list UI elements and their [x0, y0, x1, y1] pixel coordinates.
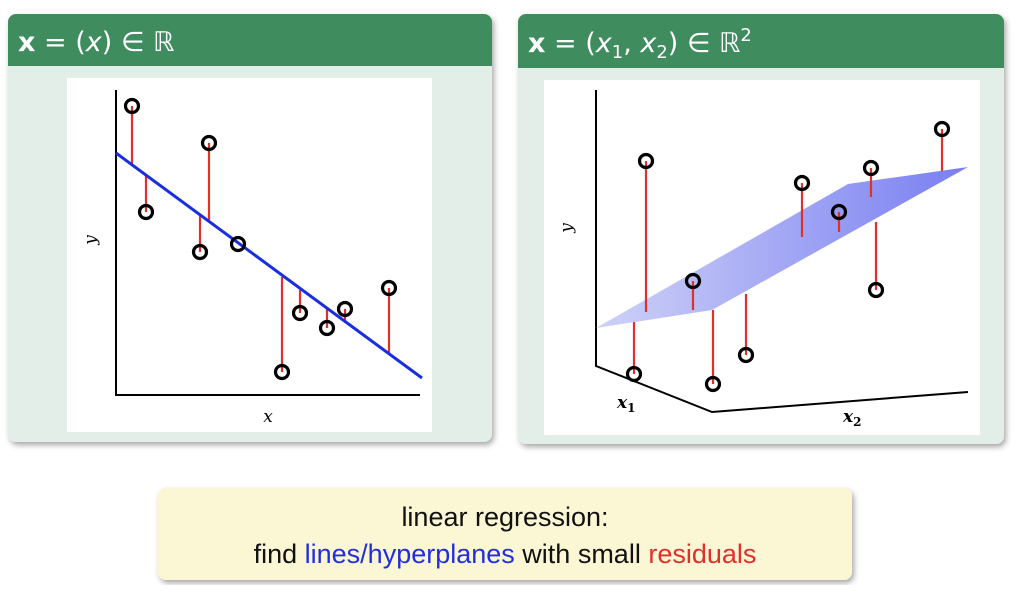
title-part: x	[528, 28, 545, 59]
axes	[115, 90, 420, 396]
caption-box	[158, 488, 852, 580]
point	[867, 281, 885, 299]
point	[336, 300, 354, 318]
title-part: 2	[656, 42, 667, 63]
label-part: x	[842, 407, 854, 427]
point	[123, 97, 141, 115]
right-panel: x = (x1, x2) ∈ ℝ2	[518, 14, 1004, 444]
title-part: x	[639, 28, 657, 59]
point	[191, 243, 209, 261]
caption: linear regression: find lines/hyperplane…	[158, 488, 852, 580]
y-label: y	[557, 223, 577, 234]
point	[684, 272, 702, 290]
point	[229, 235, 247, 253]
label-part: x	[616, 393, 628, 413]
caption-line: linear regression:	[401, 502, 608, 532]
point	[137, 203, 155, 221]
point	[637, 152, 655, 170]
title-part: 1	[612, 42, 623, 63]
point	[704, 375, 722, 393]
y-label: y	[81, 235, 101, 246]
point	[862, 159, 880, 177]
point	[933, 120, 951, 138]
caption-part: lines/hyperplanes	[305, 539, 515, 569]
caption-part: with small	[521, 539, 641, 569]
title-part: = (	[545, 28, 595, 59]
panel-title: x = (x) ∈ ℝ	[18, 27, 174, 58]
panel-header	[518, 14, 1004, 68]
caption-part: find	[254, 539, 298, 569]
title-part: x	[18, 27, 35, 58]
panel-title: x = (x1, x2) ∈ ℝ2	[528, 25, 752, 63]
title-part: ) ∈ ℝ	[668, 28, 741, 59]
x-label: x	[263, 407, 273, 427]
regression-line	[115, 151, 423, 380]
label-part: 1	[627, 401, 635, 415]
point	[318, 319, 336, 337]
point	[380, 279, 398, 297]
left-panel: x = (x) ∈ ℝ y x	[8, 14, 492, 442]
axes	[595, 90, 969, 414]
title-part: 2	[740, 25, 751, 46]
point	[291, 304, 309, 322]
title-part: = (	[35, 27, 85, 58]
plot-area	[67, 78, 432, 432]
x2-label: x2	[842, 407, 862, 429]
title-part: ,	[623, 28, 640, 59]
label-part: 2	[853, 415, 861, 429]
title-part: ) ∈ ℝ	[102, 27, 175, 58]
points	[625, 120, 951, 393]
panel-header	[8, 14, 492, 66]
caption-line: find lines/hyperplanes with small residu…	[254, 539, 757, 569]
point	[625, 365, 643, 383]
caption-part: residuals	[648, 539, 756, 569]
title-part: x	[85, 27, 103, 58]
point	[737, 346, 755, 364]
title-part: x	[595, 28, 613, 59]
point	[793, 174, 811, 192]
x1-label: x1	[616, 393, 636, 415]
residuals-below	[632, 222, 878, 384]
point	[273, 363, 291, 381]
point	[830, 203, 848, 221]
points	[123, 97, 398, 381]
point	[200, 134, 218, 152]
